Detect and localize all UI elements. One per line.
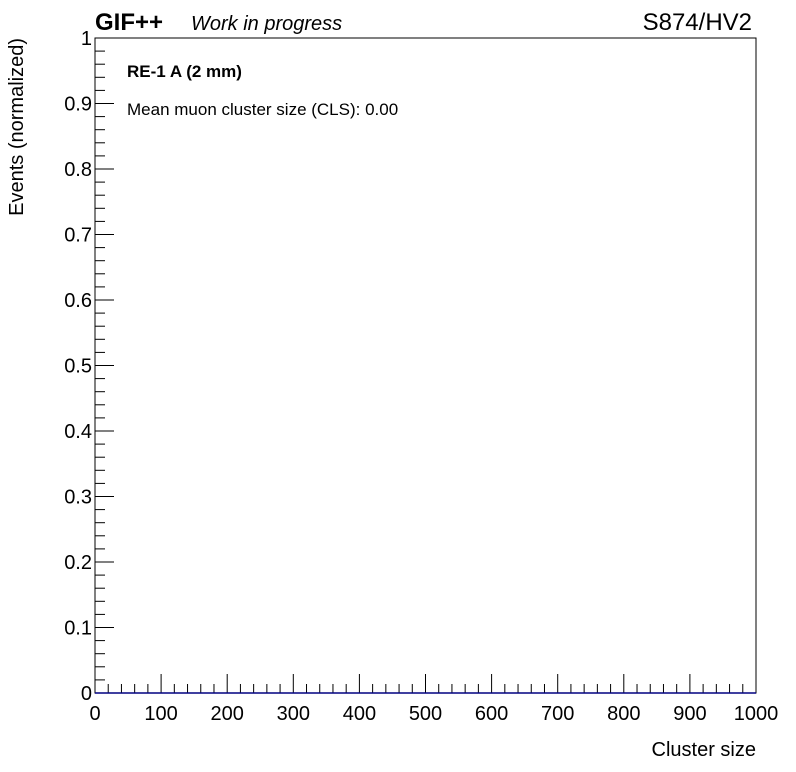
y-tick-label: 0.6 (64, 290, 92, 312)
status-label: Work in progress (191, 13, 342, 35)
y-axis-title: Events (normalized) (6, 38, 28, 216)
axis-tick-labels: 0 100 200 300 400 500 600 700 800 900 1000 0 0.1 0.2 0… (64, 28, 778, 725)
x-tick-label: 300 (277, 703, 310, 725)
y-tick-label: 1 (81, 28, 92, 50)
x-tick-label: 1000 (734, 703, 779, 725)
x-tick-label: 800 (607, 703, 640, 725)
y-tick-label: 0.5 (64, 356, 92, 378)
brand-label: GIF++ (95, 9, 163, 36)
x-tick-label: 0 (89, 703, 100, 725)
axis-ticks (94, 37, 757, 694)
y-tick-label: 0.9 (64, 94, 92, 116)
plot-frame (94, 37, 757, 694)
x-tick-label: 200 (211, 703, 244, 725)
x-tick-label: 400 (343, 703, 376, 725)
x-tick-label: 700 (541, 703, 574, 725)
chamber-label: RE-1 A (2 mm) (127, 62, 242, 81)
y-tick-label: 0.7 (64, 225, 92, 247)
x-tick-label: 900 (673, 703, 706, 725)
mean-cls-label: Mean muon cluster size (CLS): 0.00 (127, 100, 398, 119)
x-tick-label: 500 (409, 703, 442, 725)
x-tick-label: 600 (475, 703, 508, 725)
x-tick-label: 100 (144, 703, 177, 725)
x-axis-title: Cluster size (652, 739, 756, 761)
y-tick-label: 0.1 (64, 618, 92, 640)
y-tick-label: 0 (81, 683, 92, 705)
y-tick-label: 0.3 (64, 487, 92, 509)
y-tick-label: 0.4 (64, 421, 92, 443)
run-label: S874/HV2 (643, 9, 752, 36)
y-tick-label: 0.8 (64, 159, 92, 181)
y-tick-label: 0.2 (64, 552, 92, 574)
